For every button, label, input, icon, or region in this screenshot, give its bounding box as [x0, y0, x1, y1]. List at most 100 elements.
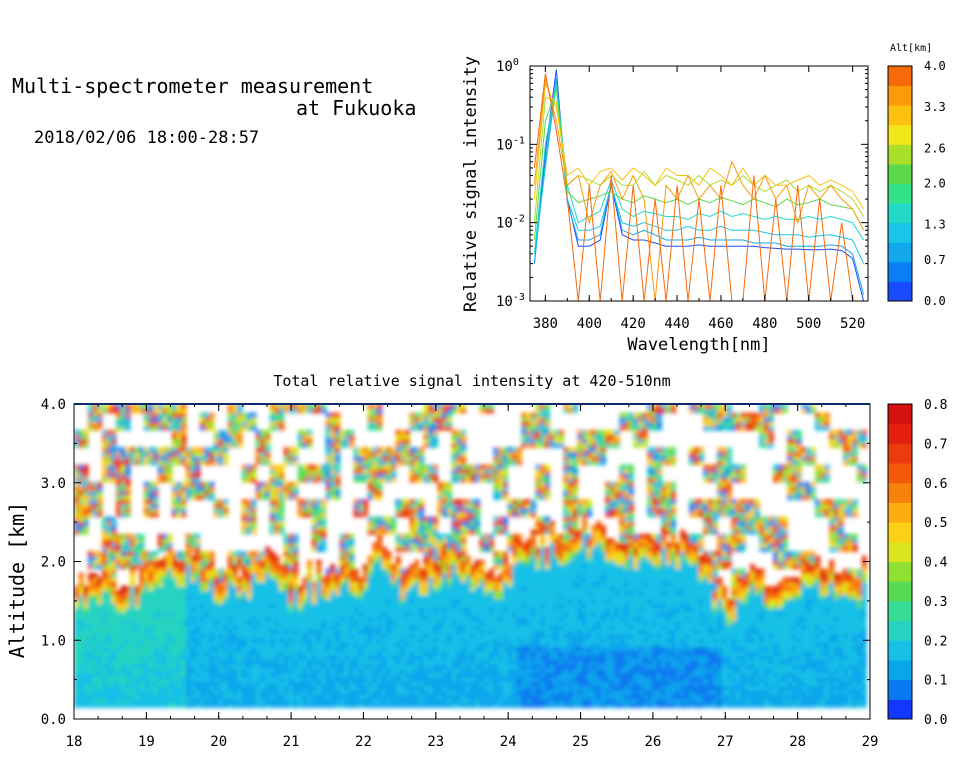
- heatmap-cell: [414, 659, 420, 665]
- heatmap-cell: [335, 646, 341, 652]
- heatmap-cell: [288, 646, 294, 652]
- heatmap-cell: [279, 577, 285, 583]
- heatmap-cell: [367, 577, 373, 583]
- heatmap-cell: [246, 624, 252, 630]
- heatmap-cell: [115, 564, 122, 570]
- heatmap-cell: [297, 585, 303, 591]
- heatmap-cell: [171, 451, 178, 457]
- heatmap-cell: [432, 694, 439, 700]
- heatmap-cell: [493, 555, 499, 561]
- heatmap-cell: [204, 460, 210, 466]
- heatmap-cell: [185, 447, 192, 453]
- heatmap-cell: [339, 659, 345, 665]
- heatmap-cell: [386, 525, 392, 531]
- heatmap-cell: [376, 633, 383, 639]
- heatmap-cell: [446, 421, 453, 427]
- heatmap-cell: [125, 594, 131, 600]
- heatmap-cell: [507, 694, 513, 700]
- heatmap-cell: [353, 598, 359, 604]
- heatmap-cell: [246, 659, 252, 665]
- heatmap-cell: [139, 460, 145, 466]
- heatmap-cell: [185, 555, 192, 561]
- heatmap-cell: [414, 572, 420, 578]
- heatmap-cell: [167, 581, 173, 587]
- heatmap-cell: [120, 694, 126, 700]
- heatmap-cell: [129, 555, 136, 561]
- heatmap-cell: [213, 663, 220, 669]
- heatmap-cell: [488, 594, 495, 600]
- heatmap-cell: [456, 564, 462, 570]
- heatmap-cell: [134, 650, 140, 656]
- heatmap-cell: [302, 681, 308, 687]
- heatmap-cell: [465, 603, 471, 609]
- heatmap-cell: [92, 598, 98, 604]
- heatmap-cell: [171, 442, 178, 448]
- heatmap-cell: [470, 520, 476, 526]
- heatmap-cell: [83, 702, 89, 708]
- heatmap-cell: [325, 637, 331, 643]
- heatmap-cell: [162, 646, 168, 652]
- heatmap-cell: [199, 655, 206, 661]
- heatmap-cell: [470, 607, 476, 613]
- heatmap-cell: [432, 702, 439, 708]
- heatmap-cell: [358, 598, 364, 604]
- heatmap-cell: [237, 694, 243, 700]
- spectrum-series-line: [533, 81, 865, 210]
- heatmap-cell: [241, 646, 248, 652]
- heatmap-cell: [460, 681, 467, 687]
- heatmap-cell: [321, 477, 327, 483]
- heatmap-cell: [339, 685, 345, 691]
- heatmap-cell: [484, 468, 490, 474]
- heatmap-cell: [269, 668, 276, 674]
- heatmap-cell: [148, 633, 154, 639]
- heatmap-cell: [143, 685, 150, 691]
- heatmap-cell: [344, 663, 350, 669]
- heatmap-cell: [493, 447, 499, 453]
- heatmap-cell: [512, 568, 518, 574]
- heatmap-cell: [395, 616, 401, 622]
- heatmap-cell: [362, 646, 369, 652]
- heatmap-cell: [437, 507, 443, 513]
- heatmap-cell: [185, 594, 192, 600]
- heatmap-cell: [195, 533, 201, 539]
- heatmap-cell: [125, 447, 131, 453]
- heatmap-cell: [330, 698, 336, 704]
- heatmap-cell: [143, 512, 150, 518]
- heatmap-cell: [502, 594, 509, 600]
- heatmap-cell: [409, 637, 415, 643]
- heatmap-cell: [409, 412, 415, 418]
- heatmap-cell: [190, 572, 196, 578]
- heatmap-cell: [195, 620, 201, 626]
- heatmap-cell: [241, 564, 248, 570]
- heatmap-cell: [101, 434, 108, 440]
- heatmap-cell: [516, 655, 523, 661]
- heatmap-cell: [353, 607, 359, 613]
- heatmap-cell: [237, 603, 243, 609]
- heatmap-cell: [325, 689, 331, 695]
- heatmap-cell: [176, 633, 182, 639]
- heatmap-cell: [446, 408, 453, 414]
- heatmap-cell: [446, 581, 453, 587]
- heatmap-cell: [199, 564, 206, 570]
- heatmap-cell: [372, 525, 378, 531]
- heatmap-cell: [456, 503, 462, 509]
- heatmap-cell: [241, 529, 248, 535]
- heatmap-cell: [418, 477, 425, 483]
- heatmap-cell: [171, 663, 178, 669]
- heatmap-cell: [353, 646, 359, 652]
- heatmap-cell: [386, 668, 392, 674]
- heatmap-cell: [148, 416, 154, 422]
- heatmap-cell: [474, 477, 481, 483]
- heatmap-cell: [129, 668, 136, 674]
- heatmap-cell: [125, 512, 131, 518]
- heatmap-cell: [232, 611, 238, 617]
- heatmap-cell: [307, 590, 313, 596]
- heatmap-cell: [367, 681, 373, 687]
- heatmap-cell: [237, 425, 243, 431]
- heatmap-cell: [404, 512, 411, 518]
- heatmap-cell: [493, 464, 499, 470]
- heatmap-cell: [367, 637, 373, 643]
- heatmap-cell: [451, 629, 457, 635]
- heatmap-cell: [456, 568, 462, 574]
- heatmap-cell: [153, 646, 159, 652]
